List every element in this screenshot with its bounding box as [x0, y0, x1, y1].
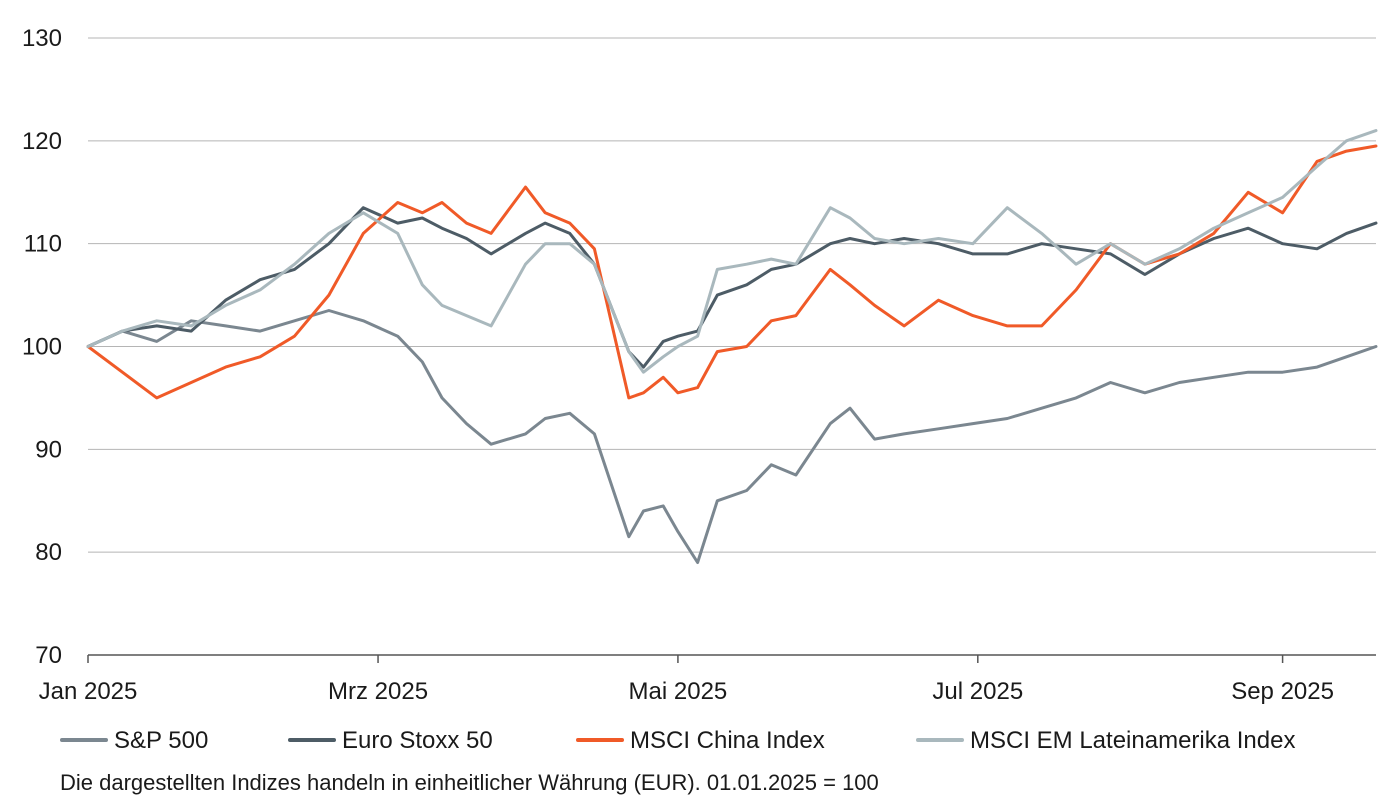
- x-tick-label: Jan 2025: [39, 678, 138, 705]
- y-tick-label: 100: [22, 334, 62, 361]
- legend-item: S&P 500: [60, 727, 208, 754]
- series-line-0: [86, 309, 1378, 564]
- chart-note: Die dargestellten Indizes handeln in ein…: [60, 770, 879, 795]
- x-tick-label: Mai 2025: [629, 678, 728, 705]
- x-tick-label: Sep 2025: [1231, 678, 1334, 705]
- y-tick-label: 90: [35, 436, 62, 463]
- x-axis: Jan 2025 Mrz 2025 Mai 2025 Jul 2025 Sep 2025: [39, 654, 1376, 705]
- series-line-3: [86, 129, 1378, 374]
- y-tick-label: 80: [35, 539, 62, 566]
- legend-label: MSCI China Index: [630, 727, 825, 754]
- y-tick-label: 130: [22, 25, 62, 52]
- legend-label: MSCI EM Lateinamerika Index: [970, 727, 1295, 754]
- y-tick-label: 110: [24, 231, 62, 258]
- y-tick-label: 120: [22, 128, 62, 155]
- legend-item: MSCI China Index: [576, 727, 825, 754]
- legend-item: MSCI EM Lateinamerika Index: [916, 727, 1295, 754]
- legend-label: Euro Stoxx 50: [342, 727, 493, 754]
- legend: S&P 500 Euro Stoxx 50 MSCI China Index MSCI…: [60, 727, 1295, 754]
- series-lines: [86, 129, 1378, 564]
- legend-item: Euro Stoxx 50: [288, 727, 493, 754]
- gridlines: [88, 37, 1376, 553]
- x-tick-label: Mrz 2025: [328, 678, 428, 705]
- y-axis-ticks: 70 80 90 100 110 120 130: [22, 25, 62, 669]
- x-tick-label: Jul 2025: [932, 678, 1023, 705]
- y-tick-label: 70: [35, 642, 62, 669]
- legend-label: S&P 500: [114, 727, 208, 754]
